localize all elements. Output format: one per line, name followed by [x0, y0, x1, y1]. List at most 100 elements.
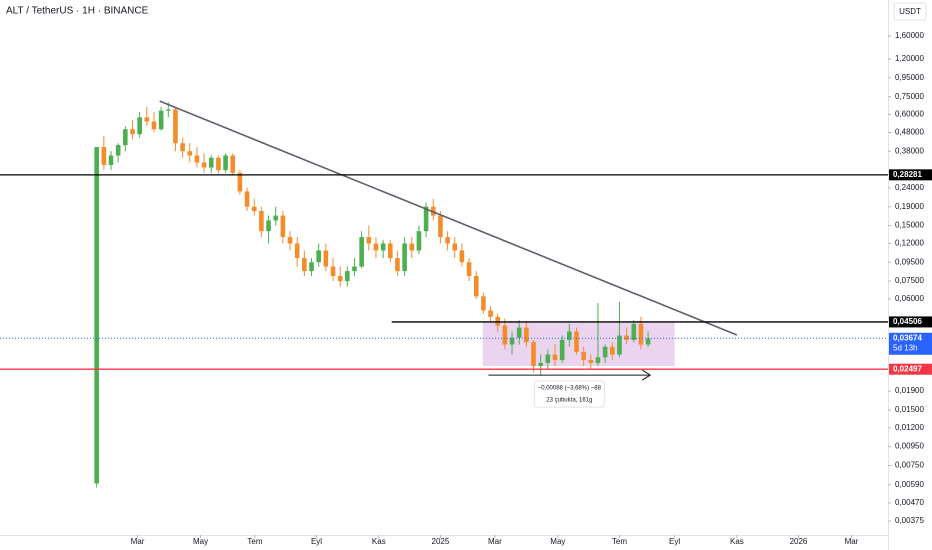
- candle-body: [108, 155, 114, 165]
- y-tick-label: 0,09500: [895, 257, 924, 266]
- currency[interactable]: USDT: [899, 7, 921, 16]
- y-tick-label: 1,20000: [895, 54, 924, 63]
- level-label: 0,02497: [893, 364, 922, 373]
- candle-body: [251, 206, 257, 212]
- candle-body: [602, 346, 608, 358]
- candle-body: [345, 271, 350, 282]
- y-tick-label: 0,00950: [895, 442, 924, 451]
- candle-body: [473, 275, 479, 297]
- candle-body: [287, 237, 293, 244]
- candle-body: [409, 243, 415, 251]
- candle-body: [352, 266, 357, 272]
- y-tick-label: 0,00375: [895, 516, 924, 525]
- candle-body: [387, 243, 393, 259]
- x-tick-label: Mar: [131, 537, 145, 546]
- level-tag: [889, 363, 932, 375]
- candle-body: [208, 157, 214, 168]
- candle-body: [609, 346, 615, 355]
- candle-body: [445, 237, 450, 244]
- candle-body: [201, 162, 207, 168]
- level-tag: [889, 316, 932, 328]
- candle-body: [516, 327, 522, 338]
- x-tick-label: May: [550, 537, 565, 546]
- level-tag: [889, 332, 932, 355]
- candle-body: [617, 335, 622, 355]
- x-tick-label: May: [193, 537, 208, 546]
- y-tick-label: 0,60000: [895, 110, 924, 119]
- candle-body: [402, 243, 407, 272]
- y-tick-label: 0,95000: [895, 73, 924, 82]
- measure-box: [533, 380, 605, 408]
- y-tick-label: 0,75000: [895, 92, 924, 101]
- candle-body: [216, 157, 221, 171]
- level-countdown: 5d 13h: [893, 343, 917, 352]
- x-tick-label: 2025: [432, 537, 450, 546]
- y-tick-label: 0,01200: [895, 423, 924, 432]
- candle-body: [366, 237, 372, 244]
- candle-body: [380, 243, 386, 251]
- y-tick-label: 0,01500: [895, 405, 924, 414]
- candle-body: [144, 117, 150, 122]
- candle-body: [545, 354, 551, 363]
- candle-body: [294, 243, 300, 259]
- candle-body: [588, 360, 594, 363]
- candle-body: [237, 172, 243, 192]
- chart-title: ALT / TetherUS · 1H · BINANCE: [6, 6, 149, 17]
- level-label: 0,28281: [893, 170, 922, 179]
- x-tick-label: Kas: [730, 537, 744, 546]
- y-tick-label: 0,06000: [895, 294, 924, 303]
- x-tick-label: Eyl: [311, 537, 322, 546]
- candle-body: [452, 243, 458, 251]
- candle-body: [624, 335, 629, 340]
- x-tick-label: 2026: [790, 537, 808, 546]
- candle-body: [631, 323, 637, 340]
- candle-body: [581, 351, 586, 361]
- x-tick-label: Tem: [247, 537, 262, 546]
- candle-body: [459, 250, 465, 263]
- candle-body: [316, 250, 321, 263]
- x-tick-label: Mar: [488, 537, 502, 546]
- y-tick-label: 0,01900: [895, 386, 924, 395]
- candle-body: [244, 191, 250, 207]
- level-tag: [889, 169, 932, 181]
- candle-body: [373, 243, 379, 251]
- candle-body: [488, 310, 493, 317]
- candle-body: [115, 145, 121, 156]
- y-tick-label: 0,48000: [895, 128, 924, 137]
- candle-body: [173, 109, 178, 144]
- candle-body: [567, 331, 572, 340]
- candle-body: [273, 215, 279, 221]
- candle-body: [538, 362, 543, 366]
- candle-body: [438, 215, 443, 238]
- x-tick-label: Eyl: [669, 537, 680, 546]
- candle-body: [559, 339, 565, 361]
- candle-body: [423, 206, 429, 232]
- candle-body: [524, 327, 529, 343]
- candle-body: [552, 354, 558, 361]
- candle-body: [531, 342, 536, 366]
- candle-body: [194, 155, 200, 163]
- candle-body: [495, 316, 501, 326]
- measure-text: −0,00088 (−3,68%) −88: [538, 386, 602, 392]
- candle-body: [130, 129, 135, 135]
- currency-box[interactable]: [893, 2, 927, 21]
- trendline: [159, 100, 738, 336]
- x-tick-label: Mar: [845, 537, 859, 546]
- candle-body: [337, 275, 343, 282]
- candle-body: [280, 215, 286, 238]
- candle-body: [509, 337, 515, 345]
- candle-body: [151, 121, 157, 130]
- candle-body: [223, 155, 228, 171]
- candle-body: [259, 211, 264, 232]
- candle-body: [645, 338, 651, 345]
- candle-body: [395, 258, 400, 272]
- measure-arrowhead: [641, 369, 652, 381]
- y-tick-label: 0,00750: [895, 461, 924, 470]
- y-tick-label: 0,15000: [895, 221, 924, 230]
- candle-body: [266, 220, 271, 232]
- candle-body: [158, 110, 164, 130]
- candle-body: [94, 147, 99, 484]
- x-tick-label: Kas: [372, 537, 386, 546]
